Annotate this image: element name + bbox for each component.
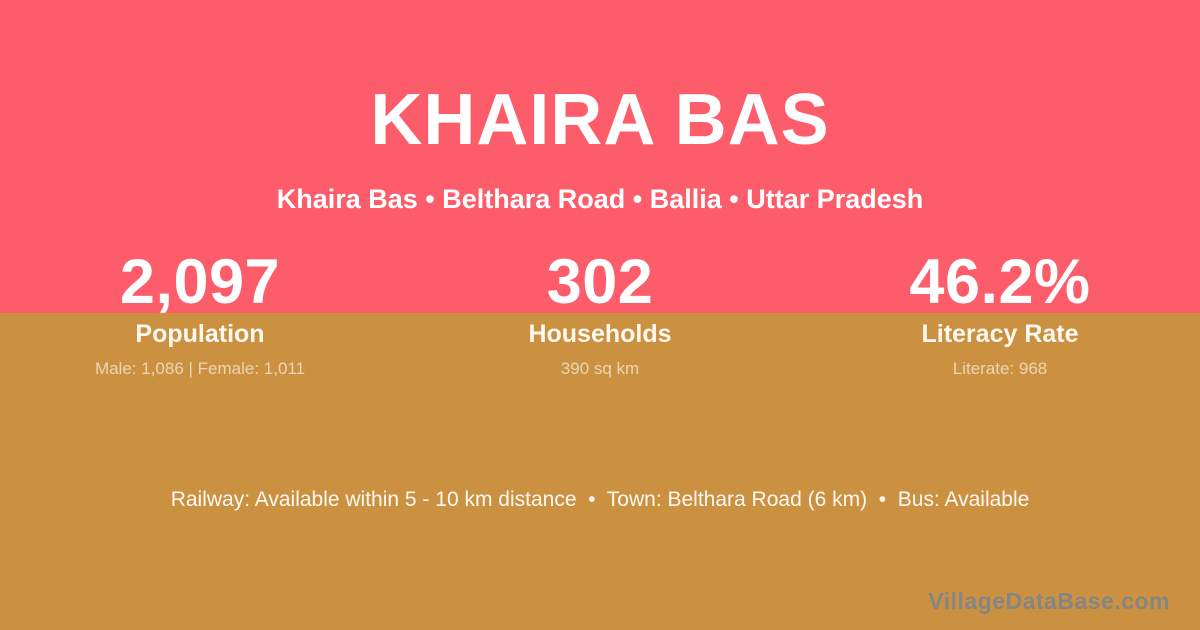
village-title: KHAIRA BAS xyxy=(370,80,830,160)
services-info-line: Railway: Available within 5 - 10 km dist… xyxy=(170,488,1030,511)
stats-row: 2,097 Population Male: 1,086 | Female: 1… xyxy=(0,240,1200,379)
households-label: Households xyxy=(528,320,672,348)
stat-households: 302 Households 390 sq km xyxy=(400,240,800,379)
stat-population: 2,097 Population Male: 1,086 | Female: 1… xyxy=(0,240,400,379)
literacy-value: 46.2% xyxy=(909,247,1091,318)
location-breadcrumb: Khaira Bas • Belthara Road • Ballia • Ut… xyxy=(276,184,924,214)
population-label: Population xyxy=(135,320,265,348)
site-watermark: VillageDataBase.com xyxy=(928,588,1170,614)
literacy-label: Literacy Rate xyxy=(921,320,1079,348)
population-detail: Male: 1,086 | Female: 1,011 xyxy=(94,359,306,378)
bottom-background-band xyxy=(0,313,1200,630)
population-value: 2,097 xyxy=(119,247,281,318)
top-background-band xyxy=(0,0,1200,313)
households-value: 302 xyxy=(546,247,654,318)
literacy-detail: Literate: 968 xyxy=(952,359,1048,378)
stat-literacy-rate: 46.2% Literacy Rate Literate: 968 xyxy=(800,240,1200,379)
households-detail: 390 sq km xyxy=(560,359,640,378)
